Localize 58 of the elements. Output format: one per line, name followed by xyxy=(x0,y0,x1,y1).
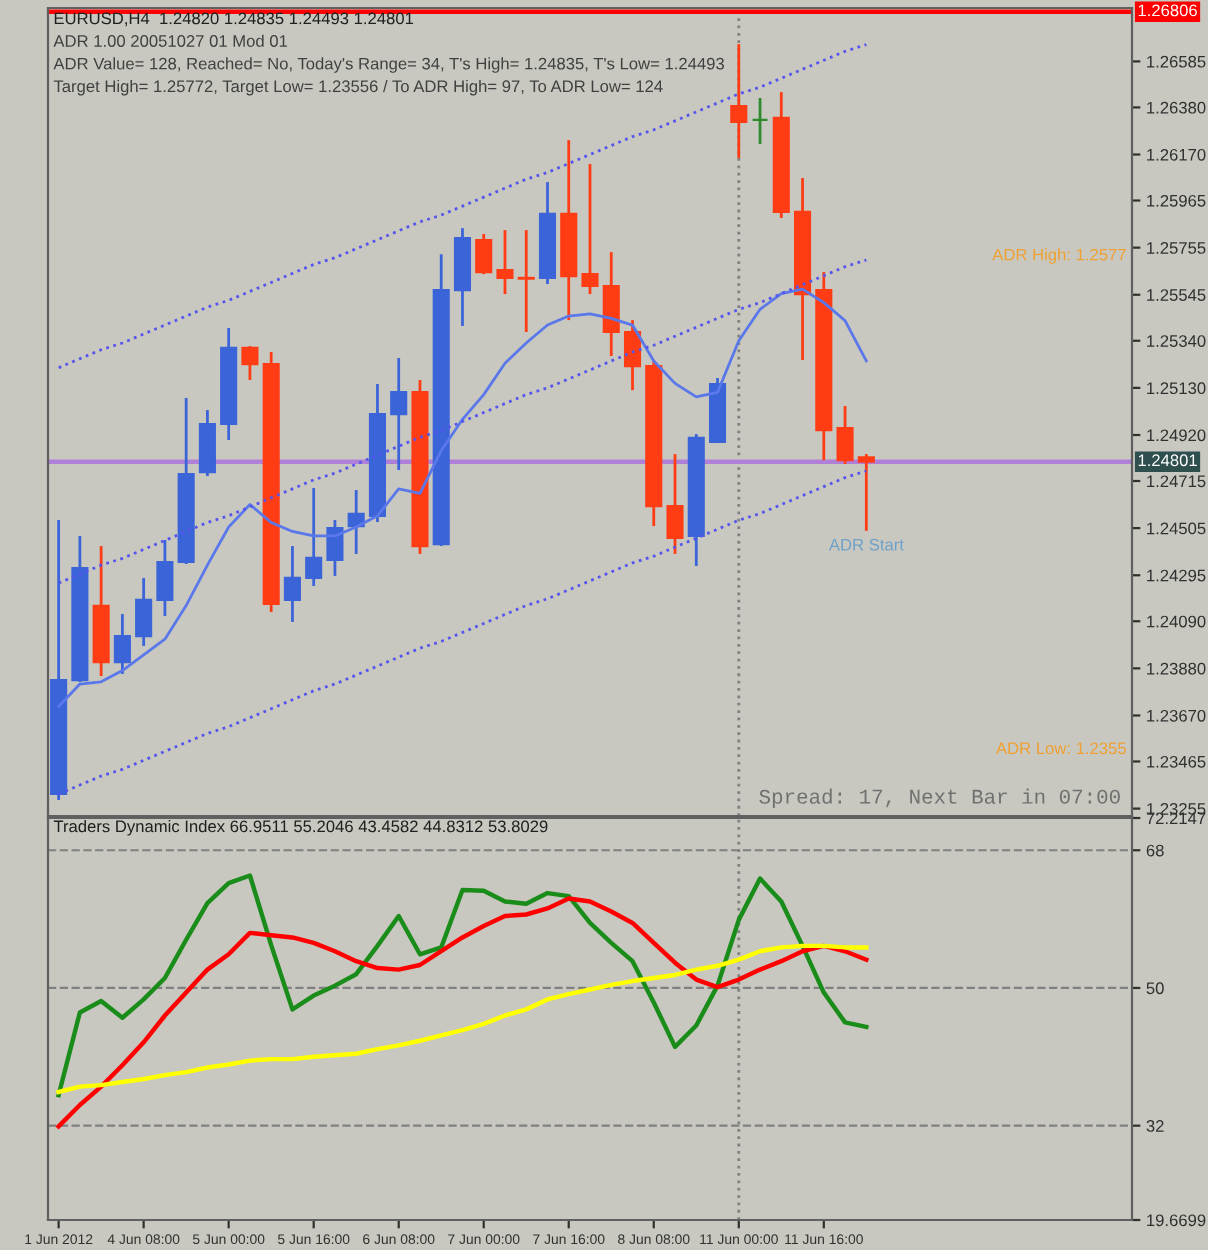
y-tick-label: 1.25340 xyxy=(1147,335,1206,347)
annotation: ADR 1.00 20051027 01 Mod 01 xyxy=(53,34,288,47)
candlestick xyxy=(496,228,514,296)
line-series xyxy=(57,43,868,370)
line-series xyxy=(56,873,869,1098)
candlestick xyxy=(326,518,344,578)
y-tick-label: 1.24090 xyxy=(1147,615,1206,628)
annotation: ADR High: 1.2577 xyxy=(992,248,1126,264)
y-tick-label: 1.24295 xyxy=(1147,569,1206,582)
candlestick xyxy=(241,344,259,382)
candlestick xyxy=(113,612,131,676)
y-tick-label: 1.26585 xyxy=(1147,55,1206,68)
y-tick-label: 1.25965 xyxy=(1147,194,1206,207)
candlestick xyxy=(135,576,153,648)
y-tick-label: 1.24920 xyxy=(1147,429,1206,442)
candlestick xyxy=(730,42,748,160)
y-tick-label: 19.6699 xyxy=(1147,1214,1206,1227)
y-tick-label: 68 xyxy=(1146,844,1164,857)
ref-line-label: 1.24801 xyxy=(1138,454,1197,467)
candlestick xyxy=(836,404,854,466)
y-tick-label: 1.24505 xyxy=(1147,522,1206,535)
candlestick xyxy=(390,356,408,472)
y-tick-label: 1.25755 xyxy=(1147,242,1206,254)
y-tick-label: 1.25545 xyxy=(1147,289,1206,301)
annotation: Target High= 1.25772, Target Low= 1.23556 / To ADR High= 97, To ADR Low= 124 xyxy=(53,79,663,96)
candlestick xyxy=(305,486,323,588)
candlestick xyxy=(623,318,642,392)
ref-line-label: 1.26806 xyxy=(1138,4,1197,17)
y-tick-label: 1.23255 xyxy=(1147,803,1206,815)
candlestick xyxy=(517,228,535,334)
y-tick-label: 72.2147 xyxy=(1146,812,1206,825)
line-series xyxy=(57,258,868,585)
candlestick xyxy=(602,250,620,358)
candlestick xyxy=(581,162,599,296)
y-tick-label: 1.26380 xyxy=(1147,101,1206,114)
candlestick xyxy=(283,544,301,624)
annotation: ADR Start xyxy=(828,538,904,551)
y-tick-label: 50 xyxy=(1146,982,1164,995)
chart-title: EURUSD,H4 1.24820 1.24835 1.24493 1.24801 xyxy=(54,12,414,27)
candlestick xyxy=(666,452,684,556)
annotation: ADR Value= 128, Reached= No, Today's Range= 34, T's High= 1.24835, T's Low= 1.24493 xyxy=(53,57,724,73)
annotation: Spread: 17, Next Bar in 07:00 xyxy=(759,788,1120,808)
y-tick-label: 1.23465 xyxy=(1147,755,1206,768)
y-tick-label: 1.23880 xyxy=(1147,662,1206,675)
candlestick xyxy=(857,452,875,533)
candlestick xyxy=(751,96,769,146)
y-tick-label: 1.24715 xyxy=(1147,475,1206,488)
y-tick-label: 32 xyxy=(1146,1120,1164,1132)
candlestick xyxy=(475,232,493,276)
line-series xyxy=(57,287,868,708)
line-series xyxy=(56,896,869,1129)
y-tick-label: 1.25130 xyxy=(1147,382,1206,395)
candlestick xyxy=(156,538,174,618)
chart-title: Traders Dynamic Index 66.9511 55.2046 43.4582 44.8312 53.8029 xyxy=(53,820,548,836)
line-series xyxy=(56,943,869,1095)
y-tick-label: 1.26170 xyxy=(1147,148,1206,161)
annotation: ADR Low: 1.2355 xyxy=(995,742,1126,755)
y-tick-label: 1.23670 xyxy=(1147,709,1206,722)
